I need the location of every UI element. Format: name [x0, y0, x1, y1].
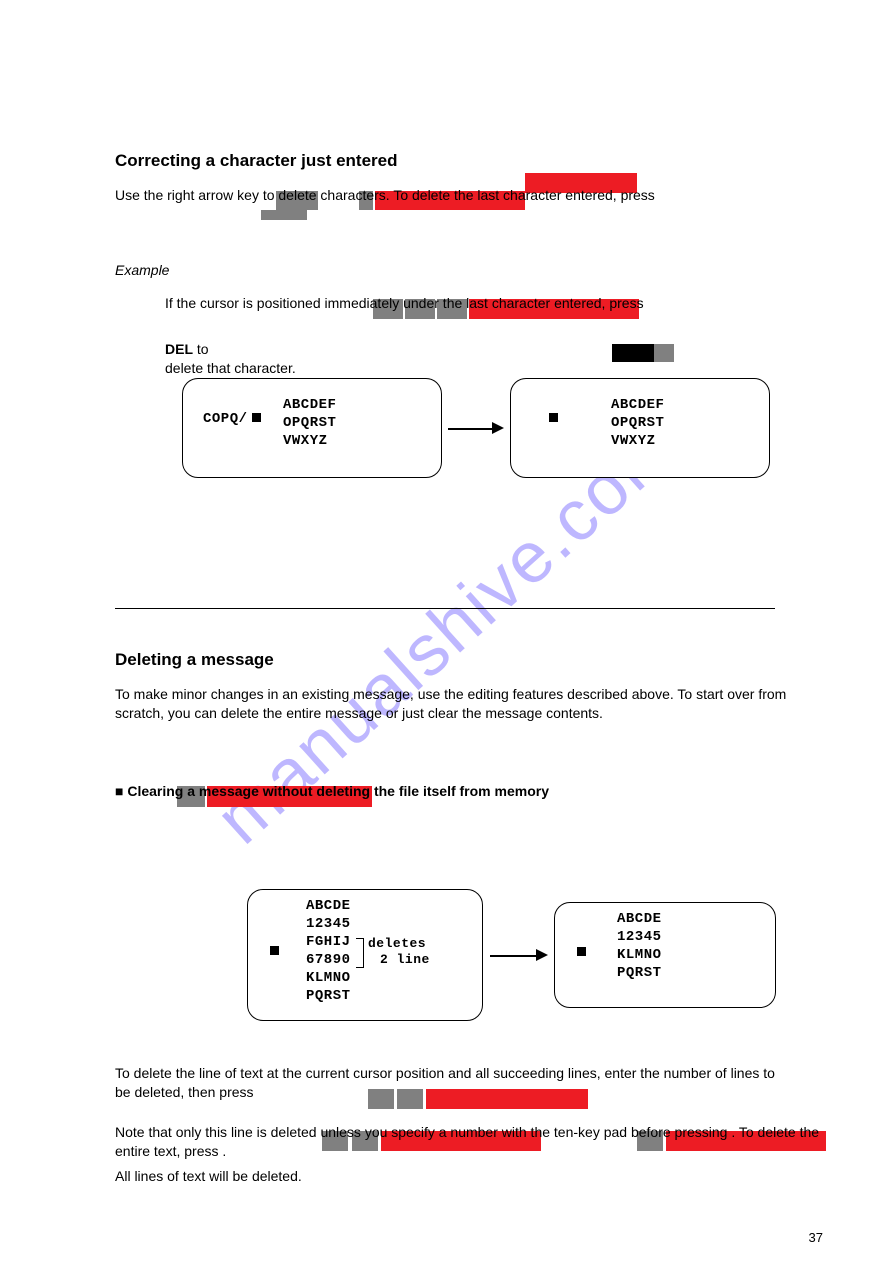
- a-right-l3: VWXYZ: [611, 433, 656, 449]
- display-box-a-left: COPQ/ ABCDEF OPQRST VWXYZ: [182, 378, 442, 478]
- a-right-l1: ABCDEF: [611, 397, 664, 413]
- para-a2-before: If the cursor is positioned immediately …: [165, 295, 644, 311]
- example-label: Example: [115, 261, 169, 280]
- arrow-a-shaft: [448, 428, 494, 430]
- para-b1: To make minor changes in an existing mes…: [115, 685, 790, 723]
- b-left-l6: PQRST: [306, 988, 351, 1004]
- cursor-square-b-left: [270, 946, 279, 955]
- a-left-l2: OPQRST: [283, 415, 336, 431]
- cursor-square-a-left: [252, 413, 261, 422]
- heading-b2: ■ Clearing a message without deleting th…: [115, 782, 549, 801]
- deletes-count: 2 line: [380, 952, 430, 967]
- para-a2-after: DEL to delete that character.: [165, 340, 296, 378]
- para-b4: All lines of text will be deleted.: [115, 1167, 302, 1186]
- b-left-l3: FGHIJ: [306, 934, 351, 950]
- heading-deleting: Deleting a message: [115, 650, 274, 670]
- page: manualshive.com Correcting a character j…: [0, 0, 893, 1263]
- display-box-a-right: ABCDEF OPQRST VWXYZ: [510, 378, 770, 478]
- arrow-a-head: [492, 422, 504, 434]
- redaction-bar-9: [612, 344, 654, 362]
- a-left-l3: VWXYZ: [283, 433, 328, 449]
- display-box-b-right: ABCDE 12345 KLMNO PQRST: [554, 902, 776, 1008]
- b-right-l4: PQRST: [617, 965, 662, 981]
- para-b2: To delete the line of text at the curren…: [115, 1064, 790, 1102]
- para-b3: Note that only this line is deleted unle…: [115, 1123, 835, 1161]
- heading-correcting: Correcting a character just entered: [115, 151, 397, 171]
- deletes-label: deletes: [368, 936, 426, 951]
- arrow-b-head: [536, 949, 548, 961]
- del-text: DEL: [165, 341, 193, 357]
- b-left-l2: 12345: [306, 916, 351, 932]
- delete-bracket: [356, 938, 364, 968]
- cursor-square-a-right: [549, 413, 558, 422]
- para-a1: Use the right arrow key to delete charac…: [115, 186, 775, 205]
- b-right-l3: KLMNO: [617, 947, 662, 963]
- redaction-bar-3: [261, 210, 307, 220]
- a-left-l1: ABCDEF: [283, 397, 336, 413]
- arrow-b-shaft: [490, 955, 538, 957]
- b-left-l1: ABCDE: [306, 898, 351, 914]
- redaction-bar-10: [654, 344, 674, 362]
- section-divider: [115, 608, 775, 609]
- para-a2-wrap: If the cursor is positioned immediately …: [165, 294, 775, 313]
- cursor-square-b-right: [577, 947, 586, 956]
- b-left-l4: 67890: [306, 952, 351, 968]
- b-right-l2: 12345: [617, 929, 662, 945]
- a-right-l2: OPQRST: [611, 415, 664, 431]
- b-left-l5: KLMNO: [306, 970, 351, 986]
- b-right-l1: ABCDE: [617, 911, 662, 927]
- copq-prefix: COPQ/: [203, 411, 248, 427]
- display-box-b-left: ABCDE 12345 FGHIJ 67890 KLMNO PQRST dele…: [247, 889, 483, 1021]
- page-number: 37: [809, 1230, 823, 1245]
